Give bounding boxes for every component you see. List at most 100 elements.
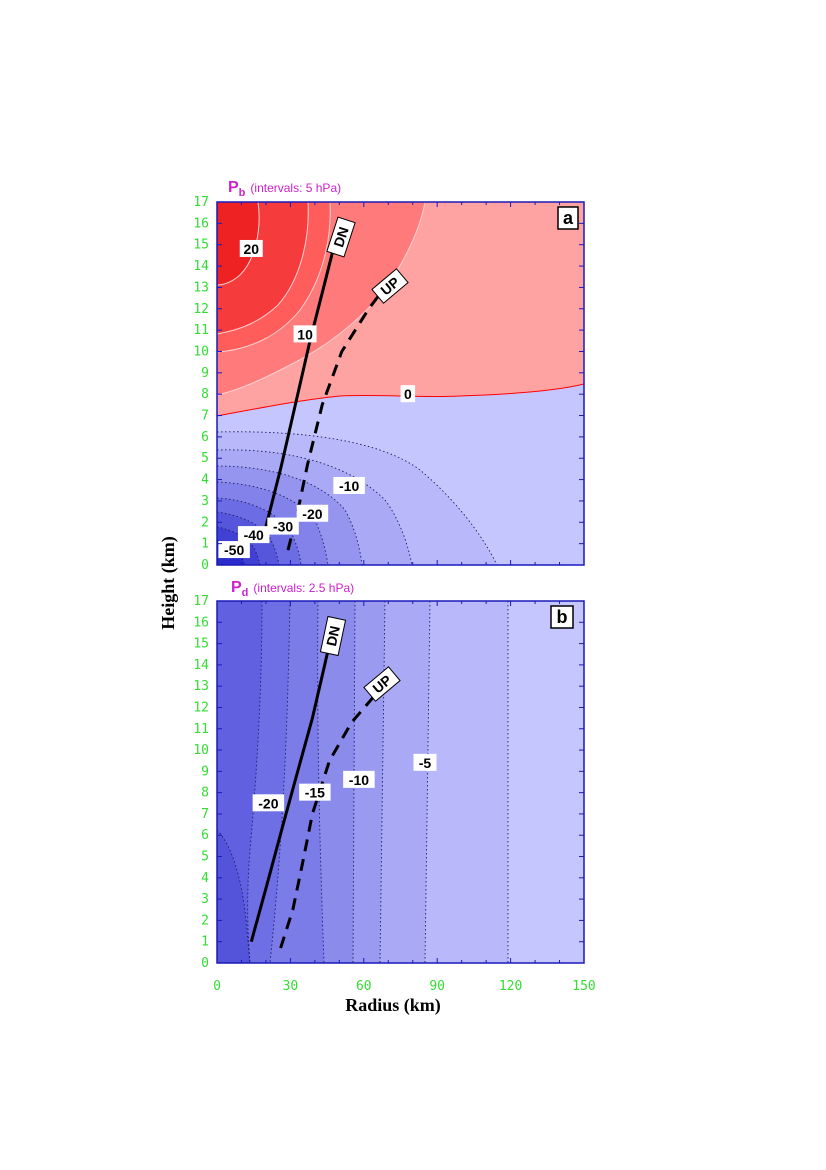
contour-label-text: -20 <box>258 795 278 811</box>
y-tick-label: 9 <box>201 764 209 779</box>
y-tick-label: 3 <box>201 494 209 509</box>
contour-label-bg <box>343 770 375 788</box>
panel-a-contour-labels: 20 10 0 -10 -20 -30 -40-50 <box>218 239 416 559</box>
contour-label-bg <box>237 526 270 544</box>
zero-contour <box>217 383 584 417</box>
y-tick-label: 2 <box>201 913 209 928</box>
trajectory-dn-b <box>249 632 334 943</box>
contour-label-text: -50 <box>224 542 244 558</box>
y-tick-label: 12 <box>193 302 209 317</box>
x-tick-label: 150 <box>572 979 595 994</box>
y-tick-label: 13 <box>193 280 209 295</box>
panel-a: Pb (intervals: 5 hPa) <box>193 179 585 573</box>
contour-label-text: -40 <box>244 527 264 543</box>
panel-a-fills <box>217 202 584 565</box>
y-tick-label: 16 <box>193 216 209 231</box>
contour-label-text: 0 <box>404 386 412 402</box>
contour-label: -30 <box>267 517 299 535</box>
y-tick-label: 4 <box>201 871 209 886</box>
y-tick-label: 8 <box>201 387 209 402</box>
contour-label-bg <box>239 239 263 257</box>
contour-label-bg <box>400 385 416 403</box>
contour-label-text: -20 <box>302 506 322 522</box>
panel-b-fills <box>217 601 584 963</box>
contour-label-text: -30 <box>273 519 293 535</box>
contour-label-text: -10 <box>349 772 369 788</box>
y-tick-label: 9 <box>201 366 209 381</box>
panel-a-frame <box>216 201 585 566</box>
band-b-22 <box>217 830 250 963</box>
y-tick-label: 6 <box>201 430 209 445</box>
contour-label: 10 <box>293 325 317 343</box>
dn-label-a-text: DN <box>330 225 351 249</box>
panel-a-title-note: (intervals: 5 hPa) <box>250 181 341 195</box>
panel-b-title: Pd (intervals: 2.5 hPa) <box>231 579 354 599</box>
contour-label-bg <box>299 783 331 801</box>
x-tick-label: 60 <box>356 979 372 994</box>
y-tick-label: 11 <box>193 722 209 737</box>
y-tick-label: 15 <box>193 238 209 253</box>
y-tick-label: 1 <box>201 537 209 552</box>
y-tick-label: 4 <box>201 473 209 488</box>
band-pos-20 <box>217 202 260 285</box>
panel-b-title-var: P <box>231 579 242 596</box>
panel-b-contour-labels: -20 -15 -10 -5 <box>252 753 437 812</box>
y-tick-label: 6 <box>201 828 209 843</box>
x-tick-label: 120 <box>499 979 522 994</box>
y-tick-label: 13 <box>193 679 209 694</box>
panel-b-title-sub: d <box>242 587 249 599</box>
panel-a-neg-contours <box>217 431 498 565</box>
y-tick-label: 14 <box>193 658 209 673</box>
contour-label-bg <box>267 517 299 535</box>
contour-label: 0 <box>400 385 416 403</box>
panel-b-letter-box: b <box>550 605 574 629</box>
x-axis-title: Radius (km) <box>345 995 441 1016</box>
panel-b-frame <box>216 600 585 964</box>
panel-b-title-note: (intervals: 2.5 hPa) <box>253 581 354 595</box>
y-tick-label: 7 <box>201 409 209 424</box>
panel-a-title: Pb (intervals: 5 hPa) <box>228 179 341 199</box>
contour-label-text: -10 <box>339 478 359 494</box>
y-tick-label: 0 <box>201 558 209 573</box>
y-tick-label: 1 <box>201 935 209 950</box>
contour-label: -10 <box>333 476 365 494</box>
panel-a-letter-box: a <box>557 206 579 230</box>
x-tick-label: 0 <box>213 979 221 994</box>
x-tick-label: 90 <box>429 979 445 994</box>
panel-a-pos-contours <box>217 202 426 396</box>
panel-b: Pd (intervals: 2.5 hPa) -20- <box>193 579 595 994</box>
y-tick-label: 10 <box>193 344 209 359</box>
y-tick-label: 0 <box>201 956 209 971</box>
contour-label-text: -15 <box>305 785 325 801</box>
contour-label-bg <box>218 541 250 559</box>
contour-label: -40 <box>237 526 270 544</box>
y-axis-title: Height (km) <box>158 536 179 630</box>
y-tick-label: 5 <box>201 850 209 865</box>
contour-label-text: -5 <box>419 755 432 771</box>
contour-label: -50 <box>218 541 250 559</box>
contour-label: -10 <box>343 770 375 788</box>
contour-label: -5 <box>413 753 437 771</box>
contour-label-bg <box>333 476 365 494</box>
y-tick-label: 17 <box>193 594 209 609</box>
y-tick-label: 12 <box>193 700 209 715</box>
contour-label: 20 <box>239 239 263 257</box>
panel-a-title-var: P <box>228 179 239 196</box>
panel-b-letter: b <box>557 607 568 627</box>
contour-label-bg <box>252 794 285 812</box>
contour-label-bg <box>296 504 329 522</box>
dn-label-a: DN <box>326 216 356 258</box>
contour-label: -15 <box>299 783 331 801</box>
contour-label-text: 10 <box>297 326 313 342</box>
y-tick-label: 15 <box>193 637 209 652</box>
y-tick-label: 16 <box>193 615 209 630</box>
trajectory-dn-a <box>264 244 336 527</box>
contour-label-text: 20 <box>243 241 259 257</box>
y-tick-label: 8 <box>201 786 209 801</box>
panel-a-title-sub: b <box>239 187 246 199</box>
y-tick-label: 7 <box>201 807 209 822</box>
contour-label: -20 <box>296 504 329 522</box>
